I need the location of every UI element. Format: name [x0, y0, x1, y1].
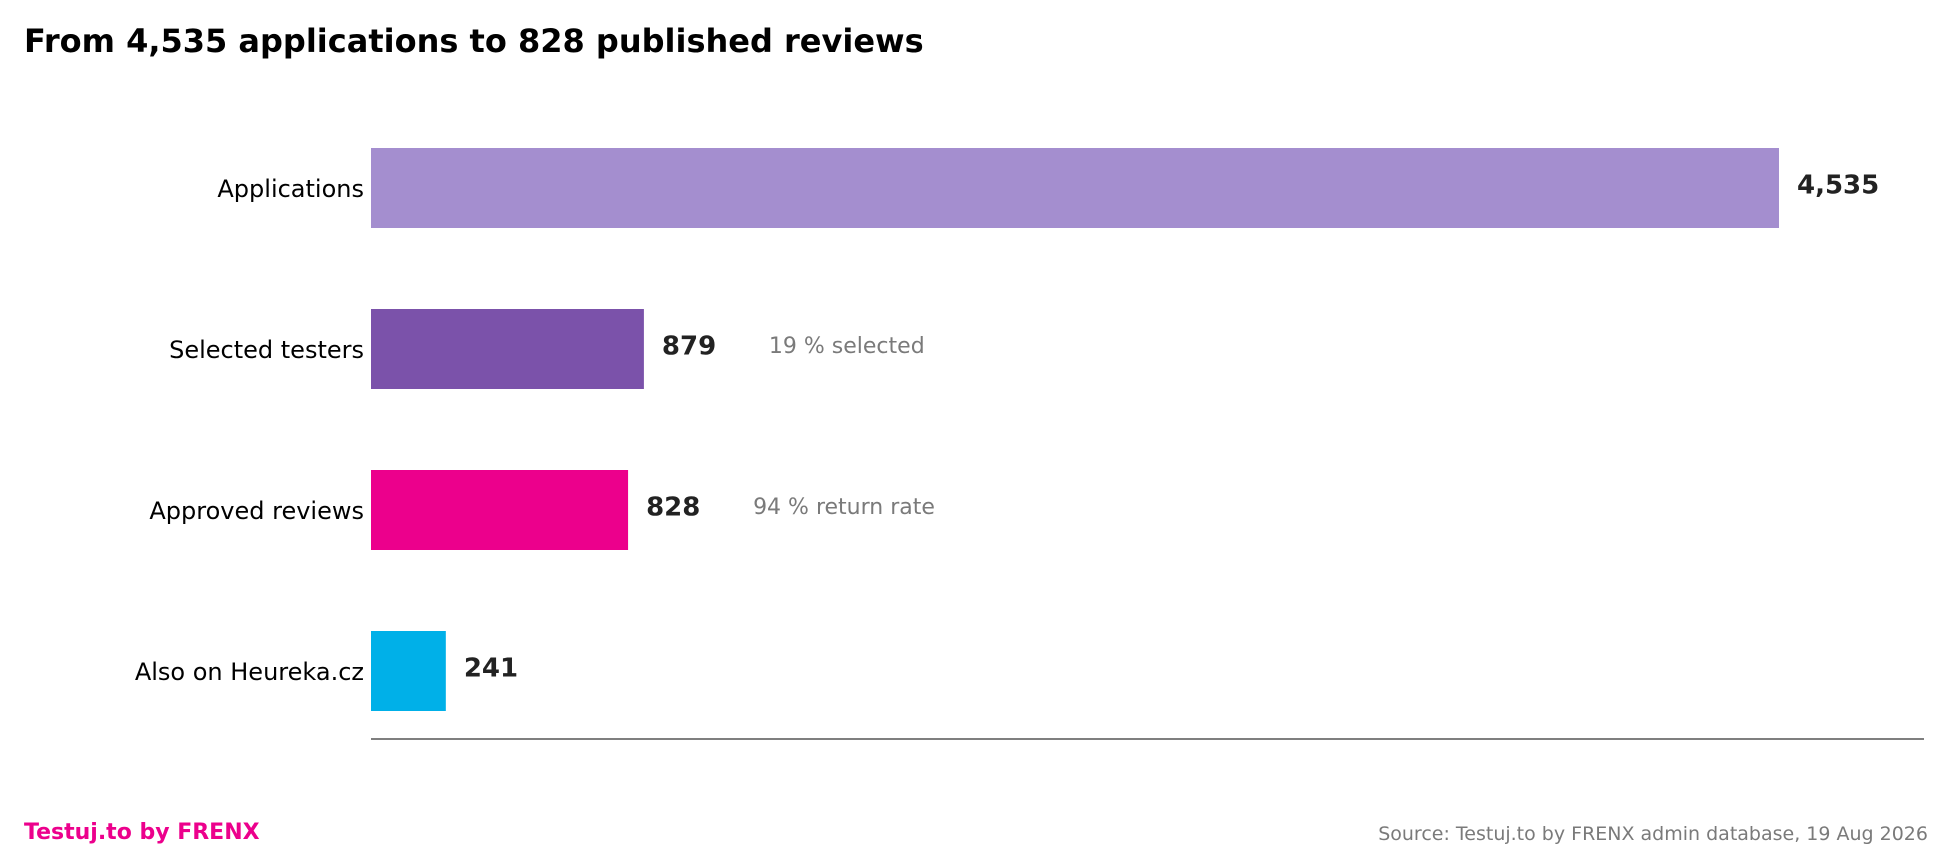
chart-title: From 4,535 applications to 828 published…: [24, 22, 924, 60]
bars-group: Applications 4,535 Selected testers 879 19 %…: [135, 148, 1879, 711]
category-label: Applications: [217, 175, 364, 203]
category-label: Selected testers: [169, 336, 364, 364]
bar: [371, 148, 1779, 228]
annotation-label: 19 % selected: [769, 334, 925, 359]
annotation-label: 94 % return rate: [753, 495, 935, 520]
value-label: 828: [646, 493, 700, 523]
value-label: 879: [662, 332, 716, 362]
value-label: 4,535: [1797, 171, 1879, 201]
brand-label: Testuj.to by FRENX: [24, 820, 260, 845]
bar: [371, 470, 629, 550]
bar: [371, 631, 446, 711]
category-label: Also on Heureka.cz: [135, 658, 364, 686]
category-label: Approved reviews: [149, 497, 364, 525]
value-label: 241: [464, 654, 518, 684]
source-note: Source: Testuj.to by FRENX admin databas…: [1378, 823, 1928, 845]
bar: [371, 309, 644, 389]
